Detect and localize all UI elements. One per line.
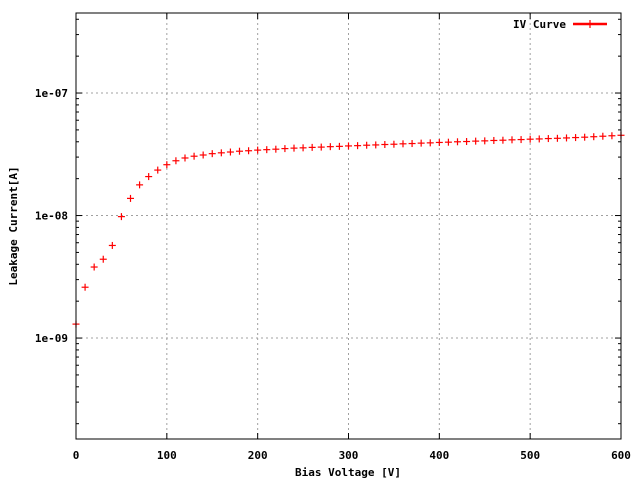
x-tick-label: 200 — [248, 449, 268, 462]
data-point — [472, 137, 480, 145]
data-point — [136, 181, 144, 189]
series-iv-curve — [72, 131, 625, 328]
data-point — [499, 136, 507, 144]
data-point — [154, 166, 162, 174]
data-point — [272, 145, 280, 153]
data-point — [172, 157, 180, 165]
data-point — [308, 143, 316, 151]
x-tick-label: 300 — [339, 449, 359, 462]
data-point — [181, 154, 189, 162]
data-point — [572, 134, 580, 142]
x-tick-label: 100 — [157, 449, 177, 462]
data-point — [372, 141, 380, 149]
legend-label: IV Curve — [513, 18, 566, 31]
data-point — [454, 138, 461, 146]
data-point — [245, 147, 253, 155]
axis-ticks: 0 100 200 300 400 500 600 1e-09 1e-08 1e-07 — [35, 13, 631, 462]
data-point — [208, 150, 216, 158]
x-tick-label: 0 — [73, 449, 80, 462]
data-point — [399, 140, 407, 148]
data-point — [390, 140, 398, 148]
data-point — [563, 134, 570, 142]
data-point — [145, 173, 153, 181]
data-point — [599, 132, 607, 140]
data-point — [299, 144, 307, 152]
data-point — [426, 139, 434, 147]
data-point — [281, 145, 289, 153]
data-point — [335, 142, 343, 150]
data-point — [354, 142, 362, 150]
data-point — [117, 213, 125, 221]
data-point — [408, 140, 416, 148]
data-point — [90, 263, 98, 271]
data-point — [190, 152, 198, 160]
data-point — [508, 136, 516, 144]
data-point — [517, 136, 525, 144]
plot-frame — [75, 12, 622, 440]
data-point — [217, 149, 225, 157]
data-point — [317, 143, 325, 151]
y-tick-label: 1e-08 — [35, 210, 68, 223]
data-point — [526, 135, 534, 143]
x-tick-label: 500 — [520, 449, 540, 462]
data-point — [263, 146, 271, 154]
data-point — [481, 137, 489, 145]
x-tick-label: 400 — [429, 449, 449, 462]
data-point — [199, 151, 207, 159]
data-point — [381, 141, 389, 149]
x-axis-label: Bias Voltage [V] — [295, 466, 401, 479]
data-point — [345, 142, 352, 150]
data-point — [444, 138, 452, 146]
data-point — [608, 132, 616, 140]
data-point — [553, 134, 561, 142]
data-point — [81, 283, 89, 291]
y-tick-label: 1e-09 — [35, 332, 68, 345]
data-point — [544, 135, 552, 143]
data-point — [590, 133, 598, 141]
data-point — [254, 146, 262, 154]
data-point — [435, 138, 443, 146]
data-point — [127, 194, 134, 202]
grid-lines — [76, 13, 621, 439]
y-axis-label: Leakage Current[A] — [7, 166, 20, 285]
data-point — [108, 241, 116, 249]
data-point — [326, 143, 334, 151]
data-point — [490, 136, 498, 144]
data-point — [163, 161, 171, 169]
data-point — [99, 255, 107, 263]
data-point — [463, 138, 471, 146]
data-point — [236, 147, 243, 155]
legend: IV Curve — [513, 18, 607, 31]
data-point — [417, 139, 425, 147]
data-point — [535, 135, 543, 143]
x-tick-label: 600 — [611, 449, 631, 462]
data-series — [72, 131, 625, 328]
data-point — [363, 141, 371, 149]
data-point — [581, 133, 589, 141]
data-point — [226, 148, 234, 156]
data-point — [290, 144, 298, 152]
y-tick-label: 1e-07 — [35, 87, 68, 100]
